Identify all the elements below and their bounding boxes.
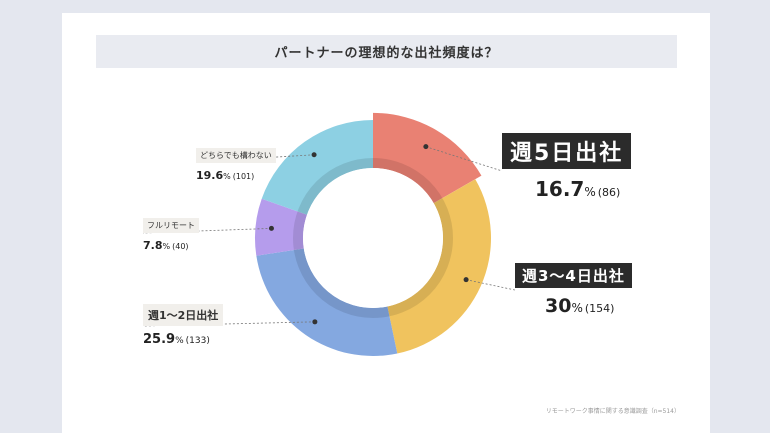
label-weekly5-name: 週5日出社 <box>502 133 632 169</box>
label-weekly12-count: (133) <box>185 336 210 346</box>
label-full-remote: フルリモート 7.8% (40) <box>143 213 199 252</box>
slice-full-remote <box>255 198 307 256</box>
label-weekly12-value: 25.9% (133) <box>143 332 223 347</box>
label-weekly12-name: 週1〜2日出社 <box>143 304 224 326</box>
leader-dot-either <box>311 152 317 158</box>
label-either-value: 19.6% (101) <box>196 169 276 182</box>
label-full-remote-percent: 7.8 <box>143 239 163 252</box>
label-weekly5-count: (86) <box>597 186 621 199</box>
donut-hole <box>303 168 443 308</box>
label-full-remote-unit: % <box>162 242 171 251</box>
label-weekly34: 週3〜4日出社 30% (154) <box>515 263 632 317</box>
donut-inner-shadow <box>293 158 453 318</box>
label-full-remote-count: (40) <box>172 242 189 251</box>
label-weekly34-count: (154) <box>584 302 615 315</box>
label-weekly34-value: 30% (154) <box>545 295 632 317</box>
label-weekly12-percent: 25.9 <box>143 332 176 347</box>
slice-weekly34 <box>387 179 491 354</box>
label-weekly12-unit: % <box>175 336 184 346</box>
label-weekly5: 週5日出社 16.7% (86) <box>502 133 632 201</box>
label-weekly5-value: 16.7% (86) <box>535 177 631 201</box>
label-either-name: どちらでも構わない <box>196 148 276 163</box>
leader-dot-weekly12 <box>312 319 318 325</box>
label-either: どちらでも構わない 19.6% (101) <box>196 143 276 182</box>
slice-either <box>261 120 373 215</box>
label-weekly34-unit: % <box>571 301 583 315</box>
label-either-count: (101) <box>232 172 255 181</box>
leader-line-weekly12 <box>142 321 315 327</box>
label-weekly5-unit: % <box>584 185 596 199</box>
label-either-unit: % <box>223 172 231 181</box>
label-weekly34-percent: 30 <box>545 295 572 317</box>
leader-line-weekly34 <box>466 279 516 291</box>
leader-line-weekly5 <box>425 146 503 172</box>
label-either-percent: 19.6 <box>196 169 224 182</box>
chart-title: パートナーの理想的な出社頻度は？ <box>96 35 677 68</box>
label-weekly34-name: 週3〜4日出社 <box>515 263 632 288</box>
label-full-remote-name: フルリモート <box>143 218 199 233</box>
label-weekly12: 週1〜2日出社 25.9% (133) <box>143 304 224 347</box>
leader-dot-full-remote <box>268 225 274 231</box>
source-note: リモートワーク事情に関する意識調査（n=514） <box>545 408 680 415</box>
leader-dot-weekly5 <box>423 144 429 150</box>
leader-line-full-remote <box>142 228 272 234</box>
slice-weekly5 <box>373 112 482 204</box>
label-weekly5-percent: 16.7 <box>535 177 585 201</box>
leader-dot-weekly34 <box>463 277 469 283</box>
label-full-remote-value: 7.8% (40) <box>143 239 199 252</box>
slice-weekly12 <box>256 248 398 356</box>
